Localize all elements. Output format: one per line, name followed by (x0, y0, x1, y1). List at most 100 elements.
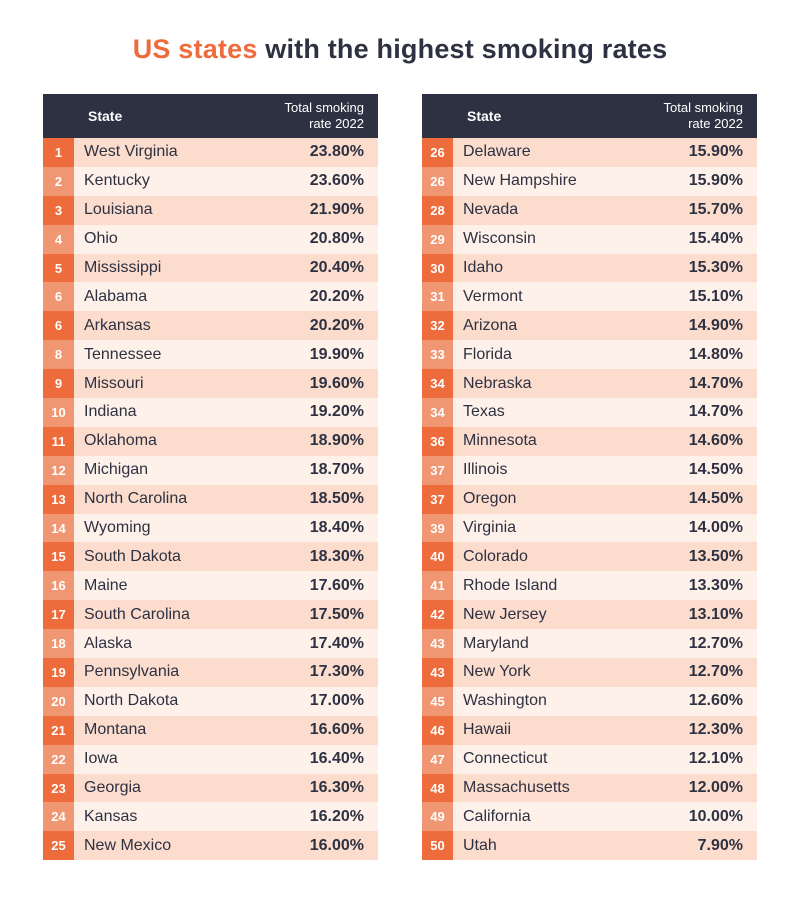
row-body: Kentucky 23.60% (74, 166, 378, 196)
table-row: 33 Florida 14.80% (422, 340, 757, 370)
rank-badge: 3 (43, 195, 74, 225)
row-body: Montana 16.60% (74, 715, 378, 745)
rate-value: 7.90% (697, 836, 743, 854)
table-row: 29 Wisconsin 15.40% (422, 224, 757, 254)
table-row: 19 Pennsylvania 17.30% (43, 658, 378, 687)
rank-badge: 13 (43, 484, 74, 514)
state-name: California (463, 807, 531, 825)
row-body: Mississippi 20.40% (74, 253, 378, 283)
rank-badge: 28 (422, 195, 453, 225)
row-body: Indiana 19.20% (74, 398, 378, 427)
state-name: West Virginia (84, 143, 178, 161)
table-row: 31 Vermont 15.10% (422, 282, 757, 312)
state-name: Virginia (463, 519, 517, 537)
table-row: 41 Rhode Island 13.30% (422, 571, 757, 601)
rank-badge: 12 (43, 455, 74, 485)
table-row: 3 Louisiana 21.90% (43, 195, 378, 225)
rate-value: 15.10% (688, 287, 743, 305)
state-name: Hawaii (463, 721, 512, 739)
rank-badge: 11 (43, 426, 74, 456)
rank-badge: 9 (43, 369, 74, 399)
row-body: Arkansas 20.20% (74, 311, 378, 341)
title-rest: with the highest smoking rates (257, 34, 668, 64)
rank-badge: 15 (43, 542, 74, 572)
rank-badge: 39 (422, 513, 453, 543)
row-body: Idaho 15.30% (453, 253, 757, 283)
state-name: New Hampshire (463, 172, 577, 190)
row-body: New Hampshire 15.90% (453, 166, 757, 196)
table-row: 2 Kentucky 23.60% (43, 166, 378, 196)
state-name: Montana (84, 721, 147, 739)
row-body: Connecticut 12.10% (453, 744, 757, 774)
table-row: 26 New Hampshire 15.90% (422, 166, 757, 196)
rate-value: 16.60% (309, 721, 364, 739)
rate-value: 16.20% (309, 807, 364, 825)
header-state: State (467, 108, 502, 124)
table-header: State Total smoking rate 2022 (43, 94, 378, 138)
row-body: Minnesota 14.60% (453, 426, 757, 456)
rate-value: 16.00% (309, 836, 364, 854)
state-name: Connecticut (463, 750, 548, 768)
rate-value: 12.60% (688, 692, 743, 710)
rate-value: 12.10% (688, 750, 743, 768)
table-row: 22 Iowa 16.40% (43, 744, 378, 774)
row-body: Nebraska 14.70% (453, 369, 757, 399)
table-body: 26 Delaware 15.90% 26 New Hampshire 15.90% 28 N… (422, 138, 757, 861)
table-row: 45 Washington 12.60% (422, 686, 757, 716)
rank-badge: 21 (43, 715, 74, 745)
row-body: Tennessee 19.90% (74, 340, 378, 370)
rank-badge: 34 (422, 369, 453, 399)
table-row: 6 Alabama 20.20% (43, 282, 378, 312)
rank-badge: 31 (422, 282, 453, 312)
table-row: 17 South Carolina 17.50% (43, 600, 378, 630)
rank-badge: 40 (422, 542, 453, 572)
state-name: North Dakota (84, 692, 179, 710)
row-body: Rhode Island 13.30% (453, 571, 757, 601)
table-row: 24 Kansas 16.20% (43, 802, 378, 832)
state-name: Wyoming (84, 519, 151, 537)
rank-badge: 33 (422, 340, 453, 370)
state-name: Maine (84, 576, 128, 594)
table-row: 34 Nebraska 14.70% (422, 369, 757, 399)
rank-badge: 37 (422, 455, 453, 485)
rate-value: 14.50% (688, 461, 743, 479)
rate-value: 17.40% (309, 634, 364, 652)
row-body: Ohio 20.80% (74, 224, 378, 254)
rate-value: 21.90% (309, 201, 364, 219)
table-row: 10 Indiana 19.20% (43, 398, 378, 427)
table-row: 34 Texas 14.70% (422, 398, 757, 427)
row-body: Maryland 12.70% (453, 629, 757, 659)
table-row: 46 Hawaii 12.30% (422, 715, 757, 745)
rank-badge: 43 (422, 629, 453, 659)
table-row: 26 Delaware 15.90% (422, 138, 757, 167)
header-state: State (88, 108, 123, 124)
state-name: Kentucky (84, 172, 150, 190)
state-name: Nebraska (463, 374, 532, 392)
title-accent: US states (132, 34, 258, 64)
state-name: Indiana (84, 403, 137, 421)
rate-value: 15.70% (688, 201, 743, 219)
row-body: Michigan 18.70% (74, 455, 378, 485)
row-body: Vermont 15.10% (453, 282, 757, 312)
rank-badge: 5 (43, 253, 74, 283)
rate-value: 16.30% (309, 779, 364, 797)
state-name: Tennessee (84, 345, 162, 363)
row-body: Nevada 15.70% (453, 195, 757, 225)
rank-badge: 6 (43, 282, 74, 312)
table-row: 6 Arkansas 20.20% (43, 311, 378, 341)
row-body: Pennsylvania 17.30% (74, 658, 378, 687)
row-body: Alaska 17.40% (74, 629, 378, 659)
state-name: Oregon (463, 490, 517, 508)
state-name: South Carolina (84, 605, 190, 623)
row-body: New Mexico 16.00% (74, 831, 378, 861)
state-name: North Carolina (84, 490, 188, 508)
table-row: 9 Missouri 19.60% (43, 369, 378, 399)
row-body: North Carolina 18.50% (74, 484, 378, 514)
rate-value: 12.70% (688, 634, 743, 652)
rate-value: 19.90% (309, 345, 364, 363)
table-row: 25 New Mexico 16.00% (43, 831, 378, 861)
rank-badge: 24 (43, 802, 74, 832)
state-name: Iowa (84, 750, 118, 768)
state-name: Alabama (84, 287, 148, 305)
rate-value: 18.70% (309, 461, 364, 479)
